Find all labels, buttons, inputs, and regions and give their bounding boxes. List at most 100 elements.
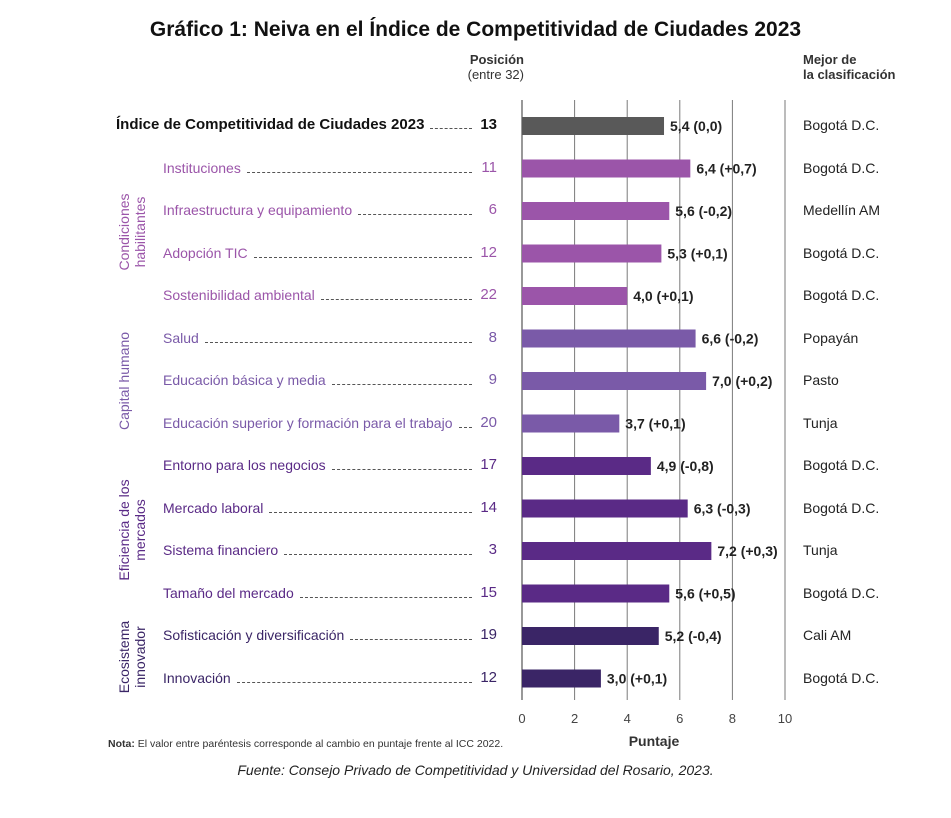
bar-value-label: 4,0 (+0,1) [633,288,693,304]
source-text: Fuente: Consejo Privado de Competitivida… [237,762,714,778]
note: Nota: El valor entre paréntesis correspo… [108,738,503,750]
x-tick-label: 6 [676,711,683,726]
row-label-text: Índice de Competitividad de Ciudades 202… [116,116,425,133]
bars: 5,4 (0,0) 6,4 (+0,7) 5,6 (-0,2) 5,3 (+0,1) 4… [522,117,778,688]
row-best: Bogotá D.C. [803,287,880,303]
row-best: Tunja [803,414,838,431]
row-position: 3 [488,541,497,558]
note-text: El valor entre paréntesis corresponde al… [134,738,504,750]
row-label: Innovación [163,669,472,687]
row-label-text: Sistema financiero [163,542,279,558]
x-tick-label: 2 [571,711,578,726]
row-label: Infraestructura y equipamiento [163,201,472,219]
leader-dots [331,374,472,385]
row-label-text: Salud [163,329,199,346]
bar-value-label: 5,4 (0,0) [670,118,722,134]
leader-dots [246,162,472,173]
row-best: Cali AM [803,627,852,643]
grid-lines [521,100,786,700]
row-label-text: Educación básica y media [163,372,326,388]
row-label-text: Sofisticación y diversificación [163,627,345,643]
row-position: 15 [480,583,497,601]
bar [522,669,601,688]
leader-dots [269,502,472,513]
chart-title: Gráfico 1: Neiva en el Índice de Competi… [149,18,802,41]
bar-value-label: 3,0 (+0,1) [607,671,667,687]
bar [522,117,665,135]
row-label-text: Instituciones [163,159,241,176]
row-label: Sofisticación y diversificación [163,626,472,644]
row-label: Sostenibilidad ambiental [163,286,472,304]
row-position: 17 [480,456,497,473]
row-best: Bogotá D.C. [803,669,880,686]
row-best: Bogotá D.C. [803,584,880,601]
row-label: Entorno para los negocios [163,456,472,474]
row-label: Educación superior y formación para el t… [163,414,472,432]
row-label-text: Sostenibilidad ambiental [163,287,315,303]
leader-dots [284,544,472,555]
leader-dots [320,289,472,300]
bar-value-label: 7,2 (+0,3) [717,543,777,559]
row-best: Pasto [803,372,839,388]
row-position: 8 [488,328,497,346]
x-tick-label: 10 [778,711,792,726]
row-position: 19 [480,626,497,643]
leader-dots [358,204,472,215]
bar [522,329,696,348]
row-label-text: Mercado laboral [163,499,264,516]
bar [522,202,670,220]
leader-dots [204,332,472,343]
bar-value-label: 7,0 (+0,2) [712,373,772,389]
position-header: Posición (entre 32) [424,52,524,82]
bar [522,372,707,390]
x-tick-label: 8 [729,711,736,726]
row-best: Bogotá D.C. [803,499,880,516]
row-best: Popayán [803,329,859,346]
row-label: Sistema financiero [163,541,472,559]
position-header-line1: Posición [469,52,524,67]
row-label-text: Infraestructura y equipamiento [163,202,353,218]
row-position: 6 [488,201,497,218]
row-label-text: Educación superior y formación para el t… [163,414,453,431]
row-best: Bogotá D.C. [803,457,880,473]
bar-value-label: 6,3 (-0,3) [694,501,751,517]
row-label: Educación básica y media [163,371,472,389]
bar-value-label: 6,6 (-0,2) [702,331,759,347]
bar [522,627,659,645]
bar-value-label: 5,2 (-0,4) [665,628,722,644]
position-header-line2: (entre 32) [467,67,524,82]
bar-value-label: 5,6 (+0,5) [675,586,735,602]
row-best: Bogotá D.C. [803,117,880,133]
best-header: Mejor de la clasificación [803,52,933,82]
row-position: 9 [488,371,497,388]
bar-value-label: 6,4 (+0,7) [696,161,756,177]
row-best: Tunja [803,542,838,558]
row-label-text: Tamaño del mercado [163,584,294,601]
leader-dots [299,587,472,598]
best-header-line2: la clasificación [803,67,896,82]
row-position: 20 [480,413,497,431]
row-label: Mercado laboral [163,499,472,517]
row-position: 22 [480,286,497,303]
best-header-line1: Mejor de [803,52,857,67]
row-best: Medellín AM [803,202,881,218]
bar [522,414,620,433]
row-position: 11 [481,158,497,176]
bar [522,457,651,475]
x-axis-ticks: 0 2 4 6 8 10 [518,711,792,726]
bar [522,159,691,178]
bar [522,542,712,560]
row-position: 13 [480,116,497,133]
leader-dots [236,672,472,683]
leader-dots [331,459,472,470]
row-position: 12 [480,668,497,686]
leader-dots [350,629,472,640]
bar-value-label: 5,6 (-0,2) [675,203,732,219]
leader-dots [458,417,472,428]
row-best: Bogotá D.C. [803,159,880,176]
row-best: Bogotá D.C. [803,244,880,261]
x-axis-label: Puntaje [629,733,680,749]
row-label: Salud [163,329,472,347]
leader-dots [253,247,472,258]
bar [522,584,670,603]
